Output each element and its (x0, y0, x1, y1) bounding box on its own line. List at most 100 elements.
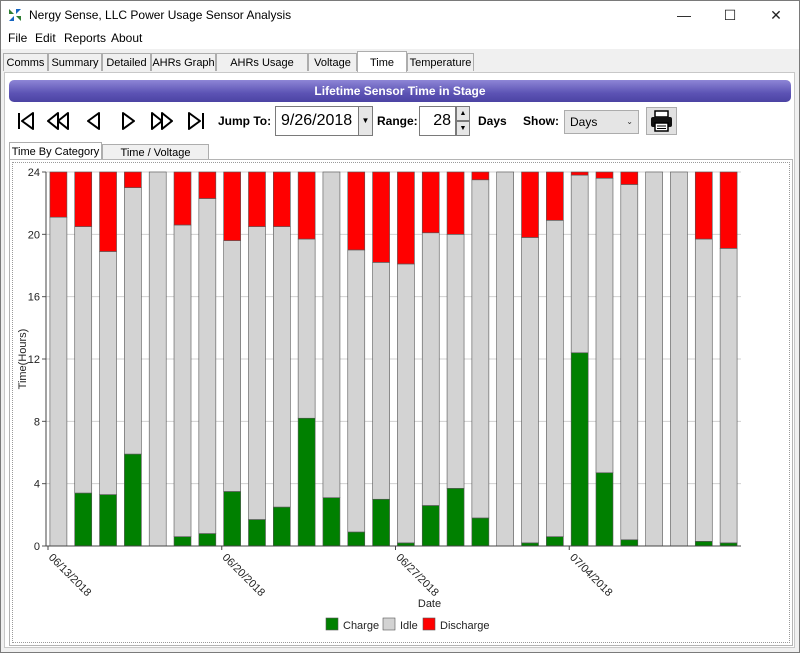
bar-segment-discharge (273, 171, 291, 227)
tab-temperature[interactable]: Temperature (407, 53, 474, 71)
menu-reports[interactable]: Reports (64, 31, 107, 45)
bar-segment-charge (297, 417, 316, 547)
y-tick-label: 24 (28, 167, 40, 179)
tab-summary[interactable]: Summary (48, 53, 102, 71)
menu-about[interactable]: About (111, 31, 143, 45)
menu-bar: File Edit Reports About (1, 29, 799, 49)
bar-segment-charge (124, 453, 142, 547)
bar-segment-discharge (694, 171, 713, 240)
bar-segment-idle (521, 237, 539, 544)
x-axis-title: Date (418, 598, 441, 610)
bar-segment-charge (546, 536, 564, 547)
bar-segment-idle (645, 171, 663, 547)
show-select[interactable]: Days ⌄ (564, 110, 639, 134)
y-tick-label: 20 (28, 229, 40, 241)
chevron-down-icon: ⌄ (626, 117, 633, 126)
chart-plot-border (12, 162, 790, 643)
tab-time[interactable]: Time (357, 51, 407, 73)
bar-segment-idle (471, 179, 490, 519)
bar-segment-idle (322, 171, 341, 498)
bar-segment-discharge (347, 171, 366, 251)
bar-segment-discharge (99, 171, 117, 252)
legend-swatch-charge (325, 617, 339, 631)
bar-segment-discharge (248, 171, 266, 227)
chart-container: 0 4 8 12 16 20 24 06/13/2018 06/20/2018 06/27/201… (9, 159, 793, 646)
bar-segment-charge (248, 519, 266, 547)
printer-icon (651, 110, 672, 132)
jump-to-label: Jump To: (218, 114, 272, 128)
bar-segment-idle (248, 226, 266, 520)
tab-voltage[interactable]: Voltage (308, 53, 357, 71)
date-picker-input[interactable]: 9/26/2018 (275, 106, 359, 136)
last-page-icon[interactable] (183, 109, 209, 133)
bar-segment-discharge (620, 171, 639, 185)
panel-header: Lifetime Sensor Time in Stage (9, 80, 791, 102)
bar-segment-discharge (198, 171, 217, 199)
bar-segment-idle (273, 226, 291, 508)
bar-segment-discharge (521, 171, 539, 238)
bar-segment-charge (273, 506, 291, 547)
bar-segment-discharge (297, 171, 316, 240)
bar-segment-charge (694, 541, 713, 547)
bar-segment-idle (595, 177, 614, 474)
minimize-icon[interactable]: — (677, 7, 691, 23)
print-button[interactable] (646, 107, 677, 135)
maximize-icon[interactable]: ☐ (723, 7, 737, 23)
bar-segment-discharge (173, 171, 192, 226)
close-icon[interactable]: ✕ (770, 7, 782, 23)
bar-segment-idle (446, 234, 465, 489)
menu-file[interactable]: File (8, 31, 28, 45)
bar-segment-discharge (421, 171, 440, 234)
previous-icon[interactable] (81, 109, 107, 133)
legend-swatch-discharge (422, 617, 436, 631)
x-tick-label: 06/13/2018 (46, 552, 93, 599)
legend-label-discharge: Discharge (440, 620, 490, 632)
bar-segment-discharge (595, 171, 614, 179)
bar-segment-charge (372, 498, 390, 547)
tab-ahrs-graph[interactable]: AHRs Graph (151, 53, 216, 71)
bar-segment-discharge (124, 171, 142, 188)
bar-segment-idle (397, 263, 415, 544)
fast-forward-icon[interactable] (149, 109, 175, 133)
y-tick-label: 4 (34, 479, 40, 491)
bar-segment-charge (99, 494, 117, 547)
main-tabs: Comms Summary Detailed AHRs Graph AHRs U… (1, 51, 799, 87)
tab-detailed[interactable]: Detailed (102, 53, 151, 71)
subtab-time-by-category[interactable]: Time By Category (9, 142, 102, 160)
bar-segment-discharge (471, 171, 490, 181)
bar-segment-idle (421, 232, 440, 506)
bar-segment-discharge (372, 171, 390, 263)
bar-segment-idle (49, 216, 68, 547)
y-tick-label: 12 (28, 354, 40, 366)
bar-segment-discharge (49, 171, 68, 218)
range-increment-icon[interactable]: ▲ (456, 106, 470, 121)
bar-segment-idle (670, 171, 688, 547)
time-tab-panel: Lifetime Sensor Time in Stage Jump To: 9… (4, 72, 795, 648)
bar-segment-idle (496, 171, 514, 547)
menu-edit[interactable]: Edit (35, 31, 56, 45)
x-tick-label: 06/20/2018 (220, 552, 267, 599)
range-decrement-icon[interactable]: ▼ (456, 121, 470, 136)
bar-segment-idle (546, 220, 564, 537)
bar-segment-idle (570, 174, 589, 354)
subtab-time-voltage-range[interactable]: Time / Voltage Range (102, 144, 209, 175)
tab-ahrs-usage-ratio[interactable]: AHRs Usage Ratio (216, 53, 308, 87)
stacked-bar-chart: 0 4 8 12 16 20 24 06/13/2018 06/20/2018 06/27/201… (17, 167, 741, 632)
bar-segment-charge (595, 472, 614, 547)
bar-segment-idle (372, 262, 390, 500)
range-input[interactable]: 28 (419, 106, 456, 136)
date-picker-dropdown-icon[interactable]: ▼ (359, 106, 373, 136)
bar-segment-idle (347, 249, 366, 533)
legend-label-charge: Charge (343, 620, 379, 632)
rewind-icon[interactable] (45, 109, 71, 133)
show-label: Show: (523, 114, 559, 128)
x-tick-label: 06/27/2018 (393, 552, 440, 599)
bar-segment-idle (694, 238, 713, 542)
first-page-icon[interactable] (13, 109, 39, 133)
legend-label-idle: Idle (400, 620, 418, 632)
bar-segment-idle (74, 226, 93, 494)
bar-segment-charge (421, 505, 440, 547)
next-icon[interactable] (115, 109, 141, 133)
tab-comms[interactable]: Comms (3, 53, 48, 71)
range-label: Range: (377, 114, 418, 128)
